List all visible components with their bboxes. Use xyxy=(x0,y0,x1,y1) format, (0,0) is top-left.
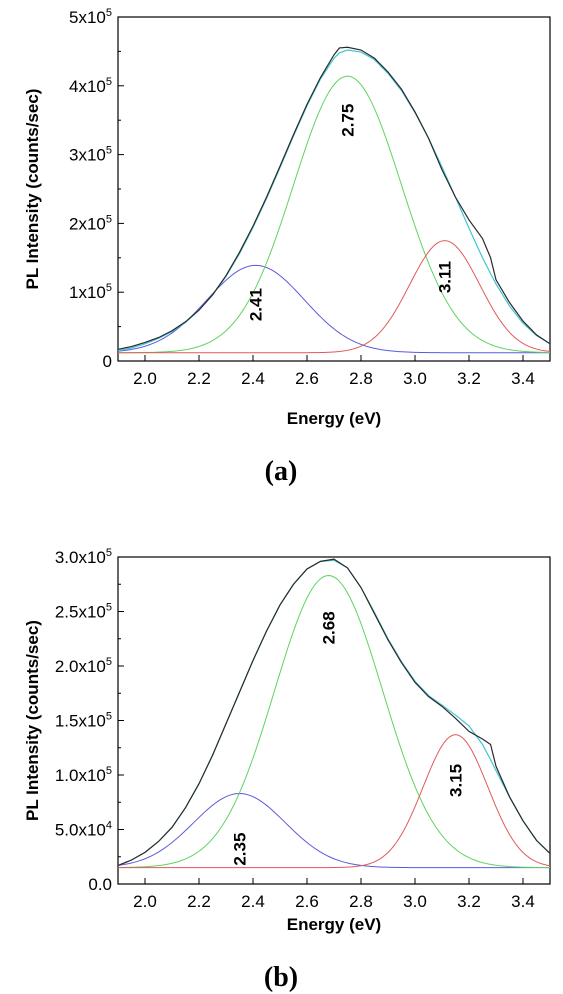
x-tick-label: 2.8 xyxy=(349,369,373,388)
y-tick-label: 2.5x105 xyxy=(55,602,112,622)
x-tick-label: 3.4 xyxy=(511,369,535,388)
measured-spectrum-line xyxy=(118,46,550,350)
x-tick-label: 3.0 xyxy=(403,892,427,911)
fit-component-2-68 xyxy=(118,575,550,869)
fit-component-3-15 xyxy=(118,734,550,869)
y-tick-label: 0.0 xyxy=(88,875,112,894)
peak-label: 2.75 xyxy=(339,104,358,137)
y-axis-title: PL Intensity (counts/sec) xyxy=(23,620,42,821)
y-tick-label: 0 xyxy=(103,352,112,371)
x-tick-label: 3.4 xyxy=(511,892,535,911)
y-tick-exponent: 5 xyxy=(106,547,112,559)
y-tick-mantissa: 3.0x10 xyxy=(55,548,106,567)
peak-label: 2.68 xyxy=(320,611,339,644)
fit-component-2-35 xyxy=(118,793,550,869)
x-tick-label: 2.6 xyxy=(295,369,319,388)
y-tick-mantissa: 3x10 xyxy=(69,146,106,165)
x-tick-label: 2.0 xyxy=(133,892,157,911)
x-tick-label: 3.2 xyxy=(457,369,481,388)
y-tick-mantissa: 0 xyxy=(103,352,112,371)
y-tick-mantissa: 0.0 xyxy=(88,875,112,894)
y-tick-label: 1.0x105 xyxy=(55,765,112,785)
y-tick-exponent: 5 xyxy=(106,76,112,88)
plot-frame xyxy=(117,16,551,362)
panel-label: (b) xyxy=(264,962,298,993)
x-tick-label: 3.2 xyxy=(457,892,481,911)
plot-frame xyxy=(117,556,551,885)
chart-panel-b: 2.0 2.2 2.4 2.6 2.8 3.0 3.2 3.4 0.0 5.0x104 1.0x10… xyxy=(23,547,551,993)
measured-spectrum-line xyxy=(118,558,550,867)
y-tick-mantissa: 2x10 xyxy=(69,214,106,233)
x-tick-label: 2.6 xyxy=(295,892,319,911)
y-tick-mantissa: 4x10 xyxy=(69,77,106,96)
y-tick-exponent: 4 xyxy=(106,820,112,832)
x-tick-label: 2.4 xyxy=(241,369,265,388)
fit-sum-line xyxy=(118,49,550,352)
y-tick-label: 5x105 xyxy=(69,7,112,27)
x-axis-title: Energy (eV) xyxy=(287,409,381,428)
fit-sum-line xyxy=(118,559,550,867)
x-tick-label: 2.8 xyxy=(349,892,373,911)
y-tick-mantissa: 2.5x10 xyxy=(55,603,106,622)
y-tick-mantissa: 1x10 xyxy=(69,283,106,302)
y-axis-title: PL Intensity (counts/sec) xyxy=(23,89,42,290)
y-tick-label: 4x105 xyxy=(69,76,112,96)
fit-component-3-11 xyxy=(118,240,550,354)
y-tick-label: 2.0x105 xyxy=(55,656,112,676)
x-axis-title: Energy (eV) xyxy=(287,915,381,934)
y-tick-mantissa: 5.0x10 xyxy=(55,821,106,840)
fit-component-2-41 xyxy=(118,264,550,354)
y-tick-mantissa: 5x10 xyxy=(69,8,106,27)
panel-label: (a) xyxy=(265,456,298,487)
y-tick-label: 3x105 xyxy=(69,145,112,165)
chart-panel-a: 2.0 2.2 2.4 2.6 2.8 3.0 3.2 3.401x1052x1053x105… xyxy=(23,7,551,487)
x-tick-label: 3.0 xyxy=(403,369,427,388)
x-tick-label: 2.2 xyxy=(187,369,211,388)
y-tick-mantissa: 1.0x10 xyxy=(55,766,106,785)
y-tick-exponent: 5 xyxy=(106,213,112,225)
x-tick-label: 2.4 xyxy=(241,892,265,911)
y-tick-exponent: 5 xyxy=(106,7,112,19)
peak-label: 3.15 xyxy=(447,764,466,797)
x-tick-label: 2.0 xyxy=(133,369,157,388)
y-tick-mantissa: 1.5x10 xyxy=(55,712,106,731)
y-tick-exponent: 5 xyxy=(106,656,112,668)
y-tick-exponent: 5 xyxy=(106,765,112,777)
peak-label: 3.11 xyxy=(436,261,455,293)
plot-area xyxy=(118,558,550,869)
plot-area xyxy=(118,46,550,354)
y-tick-exponent: 5 xyxy=(106,711,112,723)
fit-component-2-75 xyxy=(118,75,550,354)
y-tick-label: 3.0x105 xyxy=(55,547,112,567)
y-tick-exponent: 5 xyxy=(106,282,112,294)
y-tick-label: 2x105 xyxy=(69,213,112,233)
peak-label: 2.35 xyxy=(231,833,250,866)
y-tick-label: 1x105 xyxy=(69,282,112,302)
peak-label: 2.41 xyxy=(247,288,266,321)
y-tick-label: 5.0x104 xyxy=(55,820,112,840)
y-tick-exponent: 5 xyxy=(106,602,112,614)
y-tick-exponent: 5 xyxy=(106,145,112,157)
y-tick-label: 1.5x105 xyxy=(55,711,112,731)
x-tick-label: 2.2 xyxy=(187,892,211,911)
y-tick-mantissa: 2.0x10 xyxy=(55,657,106,676)
